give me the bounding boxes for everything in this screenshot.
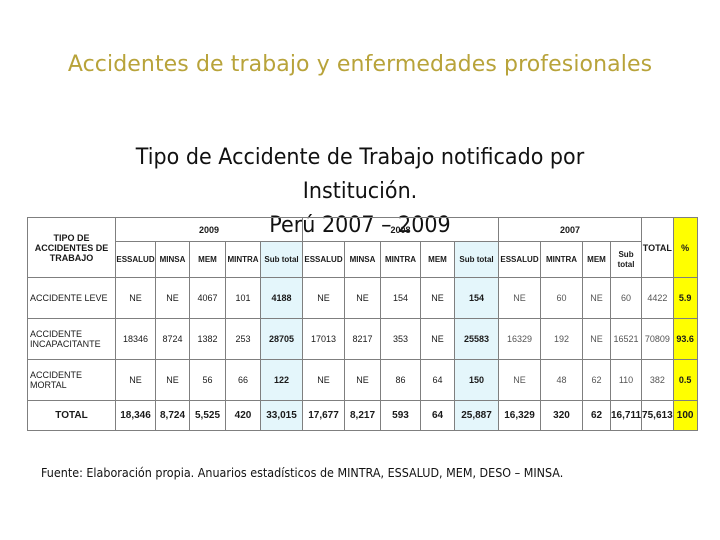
percent-cell: 0.5	[672, 359, 698, 401]
cell: 18346	[115, 318, 156, 360]
total-cell: 382	[641, 359, 674, 401]
type-header: TIPO DE ACCIDENTES DE TRABAJO	[27, 217, 116, 278]
table-row-total: TOTAL 18,346 8,724 5,525 420 33,015 17,6…	[27, 400, 698, 431]
cell: NE	[155, 359, 190, 401]
percent-header: %	[672, 217, 698, 278]
cell: 320	[540, 400, 583, 431]
cell: 8,217	[344, 400, 381, 431]
year-header-2009: 2009	[115, 217, 303, 242]
total-cell: 70809	[641, 318, 674, 360]
inst-2009-essalud: ESSALUD	[115, 241, 156, 278]
accident-table: TIPO DE ACCIDENTES DE TRABAJO 2009 2008 …	[27, 217, 698, 431]
cell: 62	[582, 359, 611, 401]
cell: 101	[225, 277, 261, 319]
cell: NE	[420, 277, 455, 319]
inst-2009-subtotal: Sub total	[260, 241, 303, 278]
year-header-row: TIPO DE ACCIDENTES DE TRABAJO 2009 2008 …	[27, 217, 698, 278]
cell: 16329	[498, 318, 541, 360]
year-header-2008: 2008	[302, 217, 499, 242]
inst-2009-mem: MEM	[189, 241, 226, 278]
cell: 17,677	[302, 400, 345, 431]
year-header-2007: 2007	[497, 217, 643, 242]
percent-cell: 93.6	[672, 318, 698, 360]
cell: 66	[225, 359, 261, 401]
percent-cell: 5.9	[672, 277, 698, 319]
cell: 16,329	[498, 400, 541, 431]
cell: 192	[540, 318, 583, 360]
accident-table-wrapper: TIPO DE ACCIDENTES DE TRABAJO 2009 2008 …	[27, 217, 698, 431]
inst-2009-mintra: MINTRA	[225, 241, 261, 278]
total-row-label: TOTAL	[27, 400, 116, 431]
subtotal-cell: 16,711	[609, 400, 643, 431]
subtotal-cell: 25583	[454, 318, 499, 360]
table-row-incapacitante: ACCIDENTE INCAPACITANTE 18346 8724 1382 …	[27, 318, 698, 360]
cell: 593	[380, 400, 421, 431]
inst-2007-essalud: ESSALUD	[498, 241, 541, 278]
table-title-line1: Tipo de Accidente de Trabajo notificado …	[135, 145, 585, 204]
inst-2008-subtotal: Sub total	[454, 241, 499, 278]
cell: 253	[225, 318, 261, 360]
cell: 8217	[344, 318, 381, 360]
inst-2008-essalud: ESSALUD	[302, 241, 345, 278]
subtotal-cell: 154	[454, 277, 499, 319]
cell: NE	[115, 277, 156, 319]
subtotal-cell: 25,887	[454, 400, 499, 431]
table-row-leve: ACCIDENTE LEVE NE NE 4067 101 4188 NE NE…	[27, 277, 698, 319]
cell: 353	[380, 318, 421, 360]
subtotal-cell: 16521	[609, 318, 643, 360]
cell: NE	[498, 359, 541, 401]
cell: 420	[225, 400, 261, 431]
cell: NE	[498, 277, 541, 319]
inst-2008-mem: MEM	[420, 241, 455, 278]
row-label: ACCIDENTE INCAPACITANTE	[27, 318, 116, 360]
table-row-mortal: ACCIDENTE MORTAL NE NE 56 66 122 NE NE 8…	[27, 359, 698, 401]
cell: NE	[155, 277, 190, 319]
cell: 60	[540, 277, 583, 319]
subtotal-cell: 60	[609, 277, 643, 319]
total-cell: 75,613	[641, 400, 674, 431]
inst-2007-mem: MEM	[582, 241, 611, 278]
institution-header-row: ESSALUD MINSA MEM MINTRA Sub total ESSAL…	[28, 241, 698, 278]
row-label: ACCIDENTE MORTAL	[27, 359, 116, 401]
cell: 5,525	[189, 400, 226, 431]
cell: NE	[115, 359, 156, 401]
cell: NE	[344, 277, 381, 319]
cell: NE	[344, 359, 381, 401]
subtotal-cell: 110	[609, 359, 643, 401]
inst-2008-minsa: MINSA	[344, 241, 381, 278]
subtotal-cell: 4188	[260, 277, 303, 319]
slide-title: Accidentes de trabajo y enfermedades pro…	[67, 52, 653, 77]
row-label: ACCIDENTE LEVE	[27, 277, 116, 319]
cell: 4067	[189, 277, 226, 319]
cell: 8724	[155, 318, 190, 360]
subtotal-cell: 33,015	[260, 400, 303, 431]
total-header: TOTAL	[641, 217, 674, 278]
cell: 154	[380, 277, 421, 319]
cell: NE	[302, 359, 345, 401]
cell: 86	[380, 359, 421, 401]
cell: 64	[420, 400, 455, 431]
cell: 56	[189, 359, 226, 401]
inst-2008-mintra: MINTRA	[380, 241, 421, 278]
inst-2007-subtotal: Sub total	[609, 241, 643, 278]
cell: 8,724	[155, 400, 190, 431]
cell: 62	[582, 400, 611, 431]
cell: NE	[302, 277, 345, 319]
cell: NE	[582, 277, 611, 319]
subtotal-cell: 150	[454, 359, 499, 401]
cell: 48	[540, 359, 583, 401]
subtotal-cell: 28705	[260, 318, 303, 360]
source-note: Fuente: Elaboración propia. Anuarios est…	[41, 466, 564, 480]
inst-2007-mintra: MINTRA	[540, 241, 583, 278]
cell: 17013	[302, 318, 345, 360]
cell: NE	[420, 318, 455, 360]
total-cell: 4422	[641, 277, 674, 319]
cell: 1382	[189, 318, 226, 360]
inst-2009-minsa: MINSA	[155, 241, 190, 278]
cell: 64	[420, 359, 455, 401]
cell: NE	[582, 318, 611, 360]
subtotal-cell: 122	[260, 359, 303, 401]
cell: 18,346	[115, 400, 156, 431]
percent-cell: 100	[672, 400, 698, 431]
